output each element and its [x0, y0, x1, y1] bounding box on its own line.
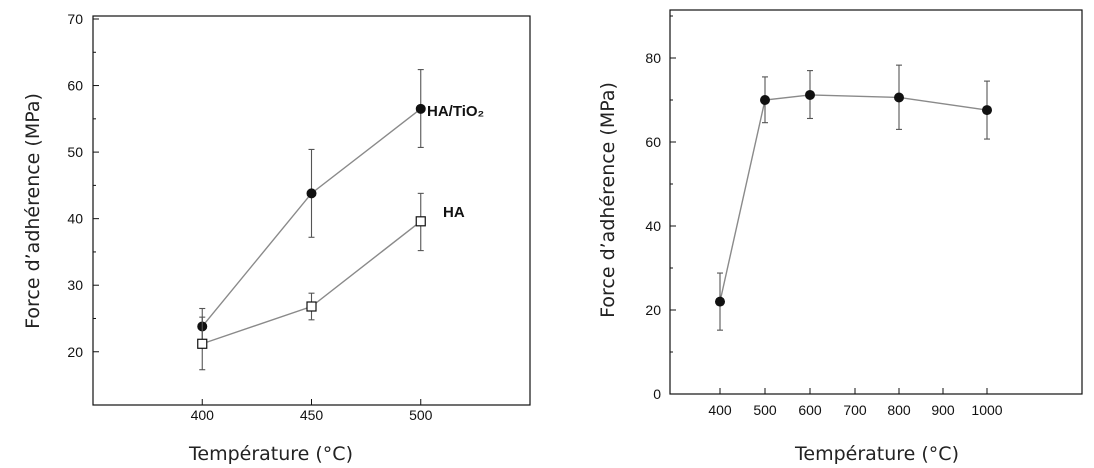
right-y-tick-label: 80 [645, 50, 661, 66]
right-x-tick-label: 400 [708, 402, 732, 418]
right-x-axis-label: Température (°C) [794, 443, 959, 465]
left-y-tick-label: 70 [67, 11, 83, 27]
left-y-tick-label: 50 [67, 144, 83, 160]
left-data-point [197, 338, 208, 349]
right-y-axis-label: Force d’adhérence (MPa) [597, 82, 619, 318]
right-y-tick-label: 40 [645, 218, 661, 234]
left-y-tick-label: 20 [67, 344, 83, 360]
left-y-axis-label: Force d’adhérence (MPa) [22, 93, 44, 329]
right-x-tick-label: 800 [887, 402, 911, 418]
right-data-point [760, 95, 770, 105]
right-x-tick-label: 1000 [971, 402, 1002, 418]
right-plot-frame [669, 9, 1083, 395]
left-x-axis-label: Température (°C) [188, 443, 353, 465]
right-data-point [805, 89, 815, 100]
left-y-tick-label: 40 [67, 211, 83, 227]
left-x-tick-label: 400 [191, 407, 215, 423]
right-series-line [719, 94, 988, 302]
left-x-tick-label: 500 [409, 407, 433, 423]
left-data-point [306, 301, 317, 312]
left-chart: 20 30 40 50 60 70 400 450 500 HA/TiO₂ HA Tempér… [22, 11, 531, 465]
left-data-point [415, 103, 426, 114]
left-series-line [202, 220, 422, 345]
right-data-point [982, 105, 992, 116]
right-x-tick-label: 600 [798, 402, 822, 418]
right-y-tick-label: 60 [645, 134, 661, 150]
left-data-point [306, 188, 317, 199]
right-data-point [894, 92, 904, 103]
series-label-ha: HA [443, 204, 465, 221]
left-y-tick-label: 60 [67, 78, 83, 94]
right-y-tick-label: 20 [645, 302, 661, 318]
right-data-point [715, 296, 725, 307]
left-x-tick-label: 450 [300, 407, 324, 423]
right-y-tick-label: 0 [653, 386, 661, 402]
left-data-point [415, 216, 426, 227]
series-label-ha-tio2: HA/TiO₂ [427, 103, 484, 120]
left-y-tick-label: 30 [67, 277, 83, 293]
right-x-tick-label: 700 [843, 402, 867, 418]
right-x-tick-label: 900 [931, 402, 955, 418]
right-x-tick-label: 500 [753, 402, 777, 418]
right-chart: 0 20 40 60 80 400 500 600 700 800 900 1000 Tempéra… [597, 9, 1083, 465]
